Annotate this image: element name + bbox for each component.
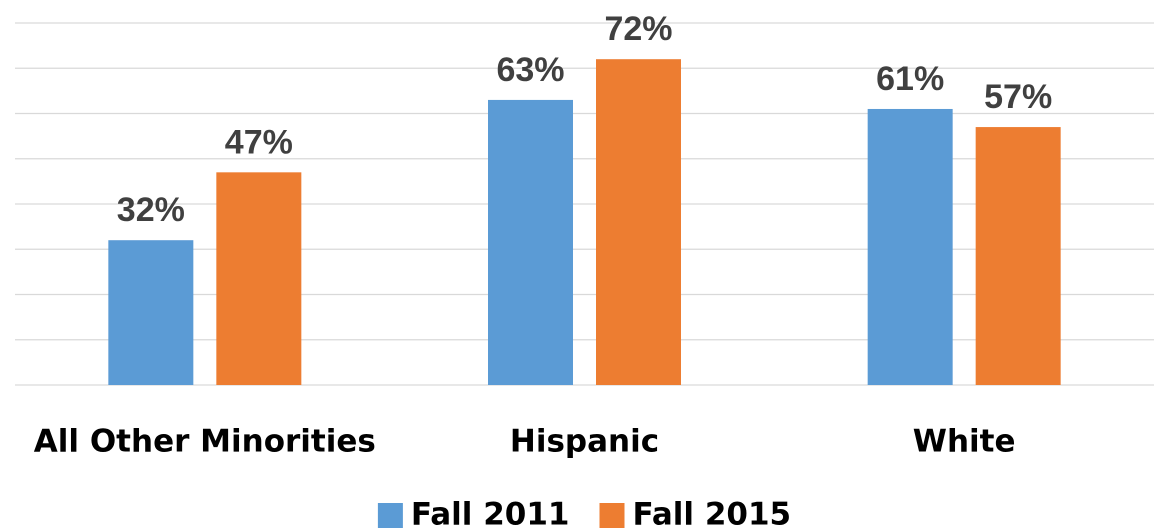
legend-swatch	[377, 503, 403, 528]
bar	[975, 127, 1061, 385]
x-tick-label: Hispanic	[510, 424, 659, 460]
value-label: 61%	[876, 60, 944, 98]
value-label: 57%	[984, 78, 1052, 116]
value-label: 32%	[117, 191, 185, 229]
value-label: 63%	[496, 51, 564, 89]
value-label: 72%	[604, 10, 672, 48]
bar	[216, 172, 302, 385]
bar	[108, 240, 194, 385]
legend-label: Fall 2015	[633, 497, 792, 532]
legend-swatch	[599, 503, 625, 528]
value-label: 47%	[225, 123, 293, 161]
x-tick-label: White	[913, 424, 1016, 460]
bar	[488, 99, 573, 386]
x-tick-label: All Other Minorities	[34, 424, 376, 460]
bar	[596, 59, 681, 385]
legend-label: Fall 2011	[411, 497, 570, 532]
bar	[867, 108, 953, 385]
